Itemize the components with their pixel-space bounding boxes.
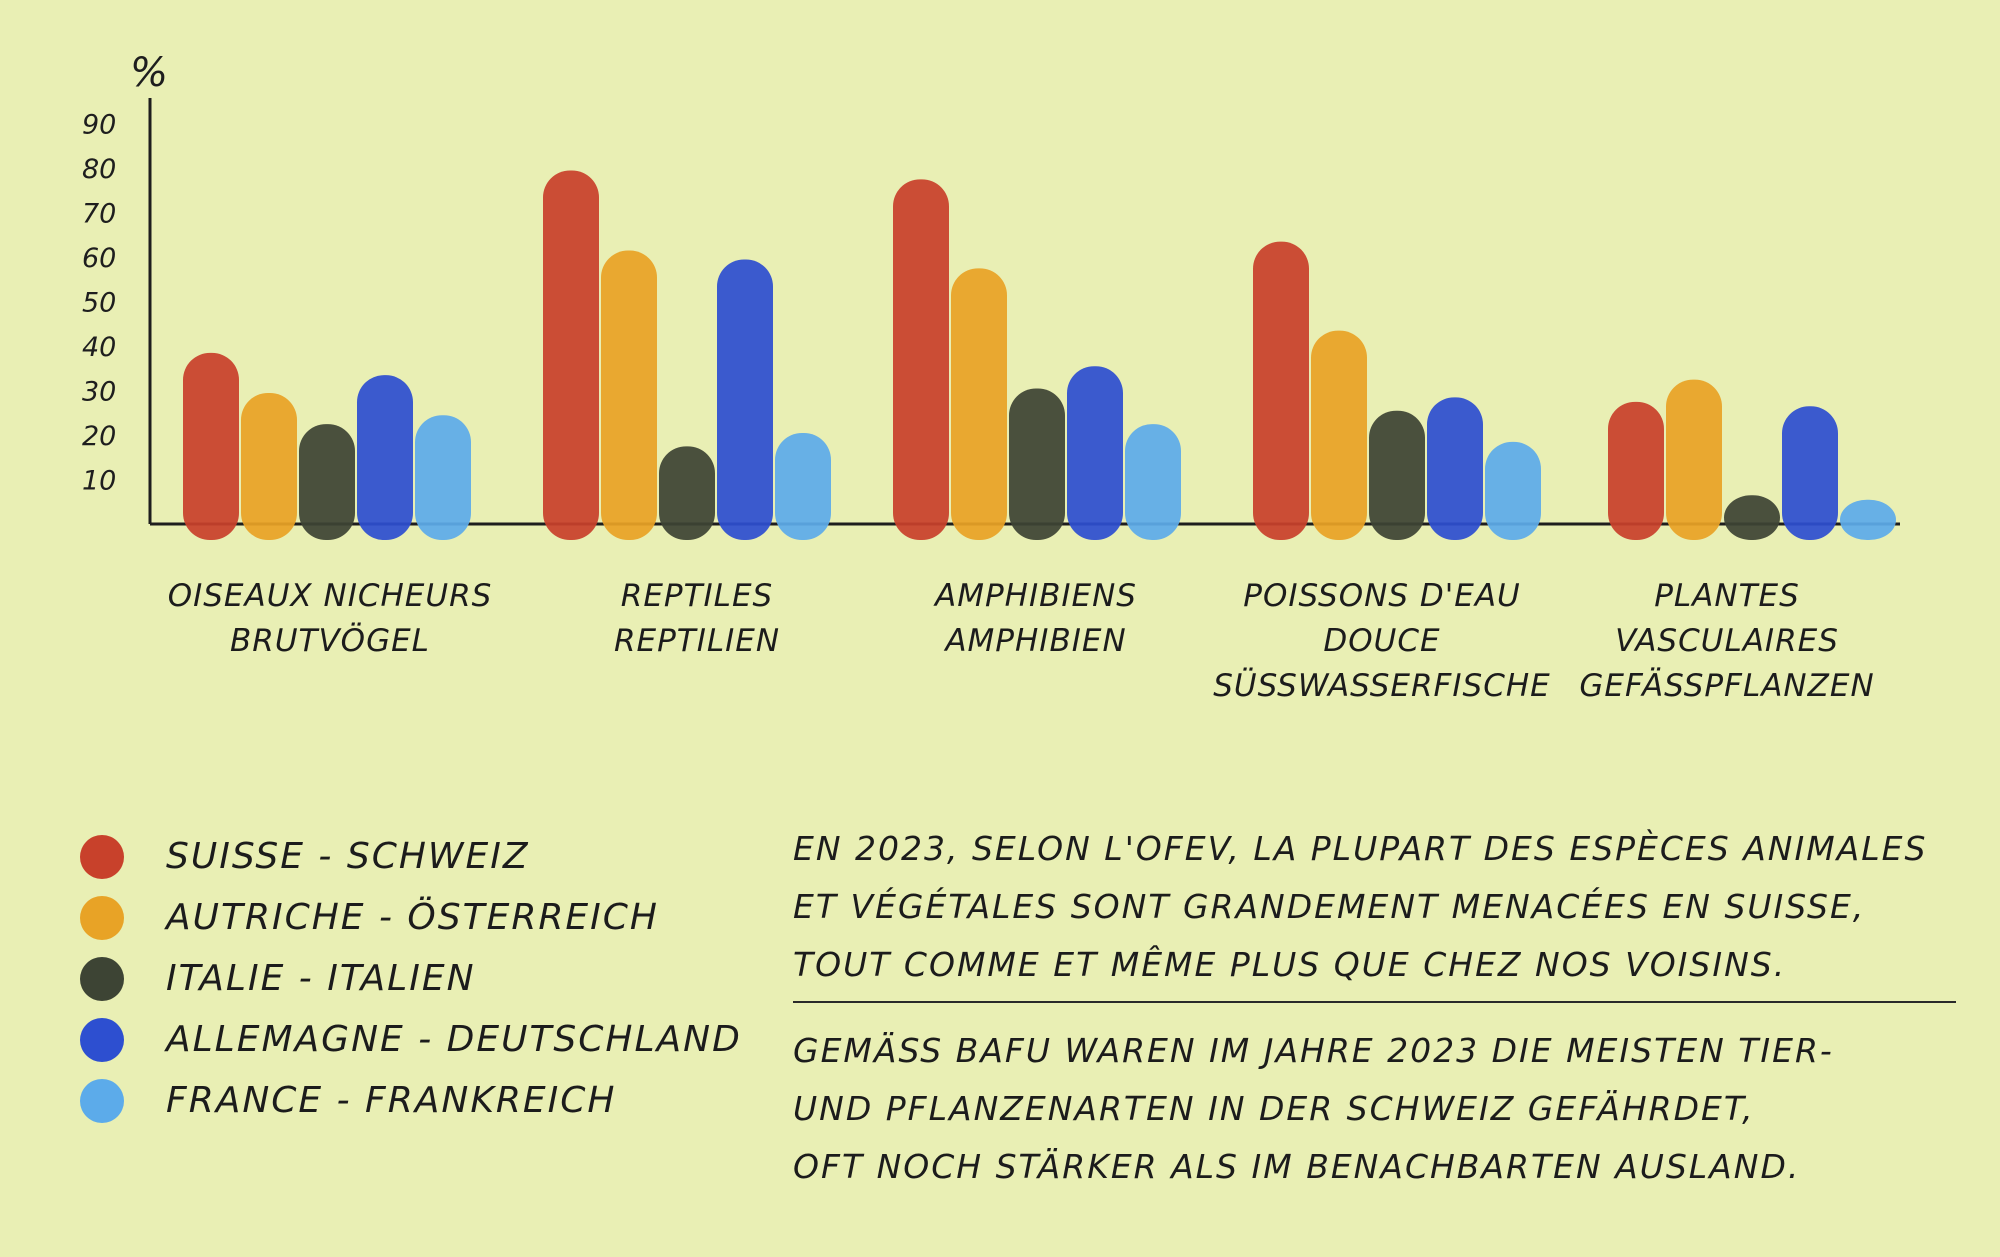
category-label: AMPHIBIENS AMPHIBIEN [856, 574, 1216, 664]
legend-label: ALLEMAGNE - DEUTSCHLAND [166, 1019, 742, 1060]
category-label: REPTILES REPTILIEN [517, 574, 877, 664]
bar [1369, 410, 1425, 540]
bar [241, 392, 297, 540]
category-label-line: BRUTVÖGEL [230, 623, 430, 659]
note-divider [793, 1001, 1956, 1003]
y-tick-label: 70 [82, 199, 116, 230]
legend-label: SUISSE - SCHWEIZ [166, 836, 530, 877]
bar [775, 433, 831, 540]
bar [893, 179, 949, 540]
note-line: UND PFLANZENARTEN IN DER SCHWEIZ GEFÄHRD… [793, 1089, 1755, 1128]
legend-swatch-germany [80, 1017, 124, 1062]
legend-label: FRANCE - FRANKREICH [166, 1080, 617, 1121]
bar [1608, 401, 1664, 540]
category-label-line: GEFÄSSPFLANZEN [1579, 668, 1875, 704]
legend-item: ITALIE - ITALIEN [80, 948, 742, 1009]
chart-bars [183, 170, 1896, 541]
bar [1253, 241, 1309, 540]
bar [357, 375, 413, 540]
category-label-line: SÜSSWASSERFISCHE [1213, 668, 1551, 704]
bar [1666, 379, 1722, 540]
category-label-line: REPTILES [620, 578, 774, 614]
legend-label: ITALIE - ITALIEN [166, 958, 476, 999]
y-axis-label: % [130, 50, 168, 96]
category-label-line: AMPHIBIEN [945, 623, 1127, 659]
bar [183, 352, 239, 540]
note-line: ET VÉGÉTALES SONT GRANDEMENT MENACÉES EN… [793, 887, 1866, 926]
note-line: OFT NOCH STÄRKER ALS IM BENACHBARTEN AUS… [793, 1147, 1801, 1186]
note-line: TOUT COMME ET MÊME PLUS QUE CHEZ NOS VOI… [793, 945, 1787, 984]
bar [299, 424, 355, 540]
bar [1125, 424, 1181, 540]
y-tick-label: 30 [82, 377, 116, 408]
legend-item: FRANCE - FRANKREICH [80, 1070, 742, 1131]
legend-swatch-austria [80, 895, 124, 940]
legend: SUISSE - SCHWEIZ AUTRICHE - ÖSTERREICH I… [80, 826, 742, 1131]
bar [659, 446, 715, 540]
bar [1840, 499, 1896, 540]
bar [1782, 406, 1838, 540]
legend-item: AUTRICHE - ÖSTERREICH [80, 887, 742, 948]
category-label-line: REPTILIEN [613, 623, 781, 659]
bar [415, 415, 471, 540]
y-tick-labels: 10 20 30 40 50 60 70 80 90 [82, 110, 116, 497]
note-line: EN 2023, SELON L'OFEV, LA PLUPART DES ES… [793, 829, 1928, 868]
note-french: EN 2023, SELON L'OFEV, LA PLUPART DES ES… [793, 820, 1953, 994]
bar-chart: % 10 20 30 40 50 60 70 80 90 [82, 50, 1900, 541]
category-label-line: POISSONS D'EAU DOUCE [1243, 578, 1521, 659]
y-tick-label: 10 [82, 466, 116, 497]
bar [601, 250, 657, 541]
legend-swatch-france [80, 1078, 124, 1123]
note-german: GEMÄSS BAFU WAREN IM JAHRE 2023 DIE MEIS… [793, 1022, 1953, 1196]
category-label: PLANTES VASCULAIRES GEFÄSSPFLANZEN [1547, 574, 1907, 709]
legend-item: ALLEMAGNE - DEUTSCHLAND [80, 1009, 742, 1070]
legend-item: SUISSE - SCHWEIZ [80, 826, 742, 887]
y-tick-label: 40 [82, 332, 116, 363]
category-label-line: OISEAUX NICHEURS [167, 578, 493, 614]
y-tick-label: 90 [82, 110, 116, 141]
y-tick-label: 80 [82, 154, 116, 185]
y-tick-label: 20 [82, 421, 116, 452]
y-tick-label: 50 [82, 288, 116, 319]
category-label: OISEAUX NICHEURS BRUTVÖGEL [150, 574, 510, 664]
bar [717, 259, 773, 540]
bar [1724, 495, 1780, 540]
bar [543, 170, 599, 540]
bar [1427, 397, 1483, 540]
bar [951, 268, 1007, 540]
bar [1311, 330, 1367, 540]
bar [1485, 441, 1541, 540]
category-label-line: AMPHIBIENS [935, 578, 1137, 614]
bar [1067, 366, 1123, 540]
note-line: GEMÄSS BAFU WAREN IM JAHRE 2023 DIE MEIS… [793, 1031, 1834, 1070]
y-tick-label: 60 [82, 243, 116, 274]
legend-label: AUTRICHE - ÖSTERREICH [166, 897, 659, 938]
category-label-line: PLANTES VASCULAIRES [1615, 578, 1839, 659]
legend-swatch-italy [80, 956, 124, 1001]
category-label: POISSONS D'EAU DOUCE SÜSSWASSERFISCHE [1202, 574, 1562, 709]
bar [1009, 388, 1065, 540]
legend-swatch-switzerland [80, 834, 124, 879]
